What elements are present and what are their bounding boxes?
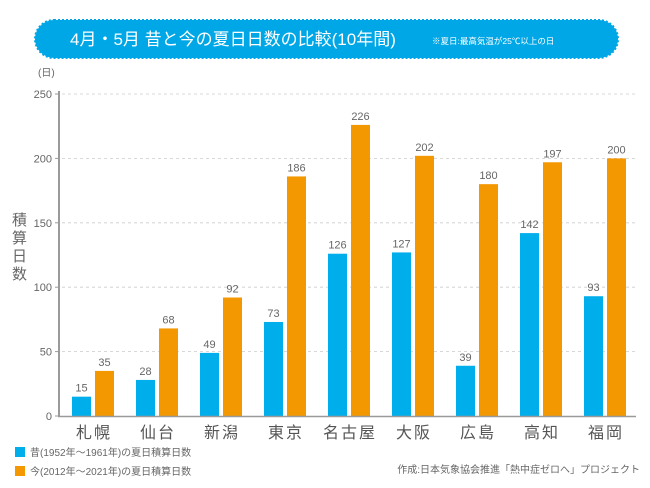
data-label-past: 126 xyxy=(328,240,346,252)
bar-present xyxy=(479,184,498,416)
bar-past xyxy=(584,296,603,416)
x-category-label: 新潟 xyxy=(204,424,240,442)
y-axis-title: 積算日数 xyxy=(10,212,27,284)
y-tick-label: 200 xyxy=(34,153,52,165)
data-label-present: 202 xyxy=(415,142,433,154)
chart-title: 4月・5月 昔と今の夏日日数の比較(10年間) xyxy=(70,30,396,49)
legend-label-past: 昔(1952年～1961年)の夏日積算日数 xyxy=(30,446,191,459)
y-tick-label: 50 xyxy=(40,347,52,359)
legend-swatch-present xyxy=(15,466,25,476)
legend-swatch-past xyxy=(15,447,25,457)
bar-present xyxy=(287,176,306,416)
y-unit-label: (日) xyxy=(38,68,55,79)
y-tick-label: 100 xyxy=(34,282,52,294)
data-label-present: 197 xyxy=(543,148,561,160)
legend: 昔(1952年～1961年)の夏日積算日数 今(2012年～2021年)の夏日積… xyxy=(15,446,191,478)
data-label-present: 180 xyxy=(479,170,497,182)
y-tick-label: 0 xyxy=(46,411,52,423)
data-label-present: 35 xyxy=(98,357,110,369)
title-banner-edge xyxy=(34,19,619,59)
bar-past xyxy=(136,379,155,416)
title-banner-background xyxy=(35,20,618,58)
bar-past xyxy=(200,352,219,416)
x-category-label: 福岡 xyxy=(588,424,624,442)
x-category-label: 札幌 xyxy=(76,424,112,442)
bar-past xyxy=(392,252,411,416)
data-labels: 15 35 28 68 49 92 73 186 126 226 127 202 39 180 142 197… xyxy=(75,111,625,395)
x-category-label: 高知 xyxy=(524,424,560,442)
title-banner: 4月・5月 昔と今の夏日日数の比較(10年間) ※夏日:最高気温が25℃以上の日 xyxy=(34,19,619,59)
bar-past xyxy=(456,365,475,416)
chart-note: ※夏日:最高気温が25℃以上の日 xyxy=(432,36,554,46)
bar-past xyxy=(264,321,283,416)
data-label-past: 73 xyxy=(267,308,279,320)
legend-item-past: 昔(1952年～1961年)の夏日積算日数 xyxy=(15,446,191,459)
bar-present xyxy=(159,328,178,416)
bar-past xyxy=(328,253,347,416)
x-category-label: 仙台 xyxy=(140,424,176,442)
data-label-present: 186 xyxy=(287,162,305,174)
x-category-label: 東京 xyxy=(268,424,304,442)
data-label-past: 93 xyxy=(587,282,599,294)
data-label-past: 127 xyxy=(392,238,410,250)
bar-past xyxy=(72,396,91,416)
y-axis-ticks: 0 50 100 150 200 250 xyxy=(34,89,59,423)
bar-present xyxy=(543,162,562,416)
bar-present xyxy=(223,297,242,416)
bar-present xyxy=(351,124,370,417)
y-tick-label: 150 xyxy=(34,218,52,230)
bar-present xyxy=(607,158,626,416)
data-label-present: 68 xyxy=(162,314,174,326)
x-category-label: 名古屋 xyxy=(323,424,377,442)
data-label-present: 200 xyxy=(607,144,625,156)
bars xyxy=(72,124,626,417)
x-axis-category-labels: 札幌 仙台 新潟 東京 名古屋 大阪 広島 高知 福岡 xyxy=(76,424,624,442)
data-label-present: 226 xyxy=(351,111,369,123)
bar-present xyxy=(415,155,434,416)
data-label-past: 142 xyxy=(520,219,538,231)
y-tick-label: 250 xyxy=(34,89,52,101)
data-label-present: 92 xyxy=(226,284,238,296)
source-credit: 作成:日本気象協会推進「熱中症ゼロへ」プロジェクト xyxy=(397,463,640,476)
x-category-label: 広島 xyxy=(460,424,496,442)
x-category-label: 大阪 xyxy=(396,424,432,442)
data-label-past: 28 xyxy=(139,366,151,378)
bar-present xyxy=(95,370,114,416)
data-label-past: 49 xyxy=(203,339,215,351)
bar-past xyxy=(520,233,539,416)
legend-item-present: 今(2012年～2021年)の夏日積算日数 xyxy=(15,465,191,478)
data-label-past: 15 xyxy=(75,383,87,395)
data-label-past: 39 xyxy=(459,352,471,364)
legend-label-present: 今(2012年～2021年)の夏日積算日数 xyxy=(30,465,191,478)
